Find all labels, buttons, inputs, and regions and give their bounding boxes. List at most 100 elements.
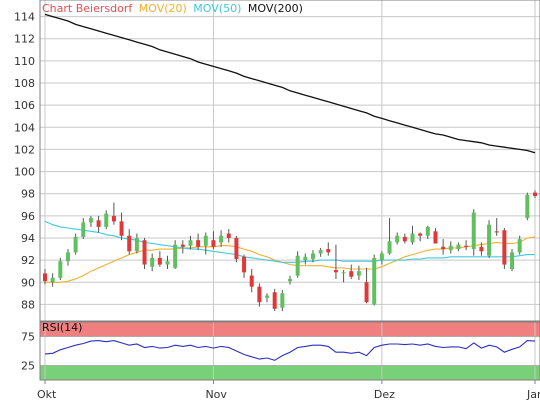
candle-body <box>73 236 78 253</box>
candle <box>65 249 70 266</box>
candle-body <box>280 293 285 308</box>
candle <box>219 230 224 247</box>
svg-text:Chart Beiersdorf MOV(20): Chart Beiersdorf MOV(20) MOV(50) MOV(200… <box>42 2 303 15</box>
candle-body <box>448 245 453 251</box>
candle <box>211 231 216 250</box>
y-tick-label: 104 <box>14 121 35 134</box>
candle <box>425 225 430 240</box>
rsi-14-line <box>44 340 536 361</box>
candle <box>341 270 346 283</box>
candle-body <box>494 231 499 233</box>
y-tick-label: 102 <box>14 143 35 156</box>
candle <box>134 233 139 254</box>
y-tick-label: 106 <box>14 99 35 112</box>
candle-body <box>487 224 492 256</box>
x-tick-label: Dez <box>374 388 395 400</box>
candle-body <box>441 246 446 250</box>
candle <box>234 235 239 263</box>
x-tick-label: Jan <box>526 388 540 400</box>
candle <box>310 250 315 263</box>
candle-body <box>134 237 139 252</box>
candle-body <box>349 271 354 277</box>
candle-body <box>111 215 116 222</box>
candle-body <box>157 257 162 265</box>
candle-body <box>418 233 423 236</box>
candle <box>441 239 446 255</box>
candle <box>226 229 231 243</box>
y-tick-label: 94 <box>21 232 35 245</box>
candle-body <box>196 240 201 247</box>
candle-body <box>234 237 239 260</box>
candle-body <box>372 257 377 305</box>
candle <box>418 232 423 242</box>
rsi-band-oversold <box>40 365 540 380</box>
candle-body <box>379 253 384 261</box>
candle-body <box>165 261 170 265</box>
candle-body <box>310 253 315 260</box>
legend-mov-50: MOV(50) <box>193 2 241 15</box>
candle <box>479 242 484 256</box>
legend: Chart Beiersdorf MOV(20) MOV(50) MOV(200… <box>42 2 303 15</box>
candle <box>203 232 208 255</box>
candle <box>165 255 170 269</box>
candle <box>456 242 461 252</box>
y-tick-label: 90 <box>21 276 35 289</box>
candle <box>150 253 155 272</box>
candle-body <box>533 192 537 196</box>
candle-body <box>242 256 247 273</box>
rsi-tick-label: 25 <box>21 360 35 373</box>
candle-body <box>265 295 270 298</box>
candle <box>517 235 522 255</box>
candle-body <box>173 244 178 268</box>
rsi-title: RSI(14) <box>42 321 82 334</box>
y-axis-labels: 88 90 92 94 96 98 100 102 104 106 108 110 112 114 <box>14 11 35 312</box>
rsi-bands <box>40 322 540 380</box>
candle <box>127 229 132 255</box>
candle <box>196 233 201 251</box>
candle-body <box>180 244 185 247</box>
candle <box>157 251 162 267</box>
candle-body <box>318 250 323 254</box>
candle <box>372 254 377 306</box>
candle <box>448 241 453 254</box>
candle <box>104 210 109 230</box>
candle <box>119 212 124 241</box>
candle-body <box>402 236 407 242</box>
candle-body <box>96 220 101 227</box>
candle-body <box>410 233 415 243</box>
candle <box>58 257 63 281</box>
y-tick-label: 96 <box>21 210 35 223</box>
candle-body <box>219 235 224 243</box>
candle-body <box>65 252 70 262</box>
rsi-band-overbought <box>40 322 540 337</box>
candle <box>326 242 331 256</box>
line-mov-20 <box>45 236 536 283</box>
candle <box>257 283 262 307</box>
candle <box>142 237 147 269</box>
candle-body <box>257 286 262 303</box>
candle <box>88 215 93 227</box>
candle <box>249 268 254 293</box>
candle <box>349 264 354 279</box>
y-tick-label: 100 <box>14 166 35 179</box>
candle-body <box>88 218 93 223</box>
x-tick-label: Okt <box>37 388 57 400</box>
candle-body <box>142 240 147 265</box>
candle <box>272 288 277 312</box>
candle-body <box>295 255 300 276</box>
candle <box>180 240 185 254</box>
candle-body <box>464 245 469 247</box>
candle <box>303 253 308 265</box>
candle <box>364 267 369 304</box>
candle <box>471 209 476 256</box>
legend-chart-beiersdorf: Chart Beiersdorf <box>42 2 133 15</box>
y-tick-label: 88 <box>21 298 35 311</box>
rsi-grid <box>40 322 540 380</box>
candle-body <box>433 231 438 244</box>
candle-body <box>272 292 277 309</box>
candle <box>73 233 78 255</box>
main-plot-frame <box>39 0 540 322</box>
candle-body <box>479 246 484 252</box>
candle-body <box>364 282 369 303</box>
legend-mov-20: MOV(20) <box>139 2 187 15</box>
